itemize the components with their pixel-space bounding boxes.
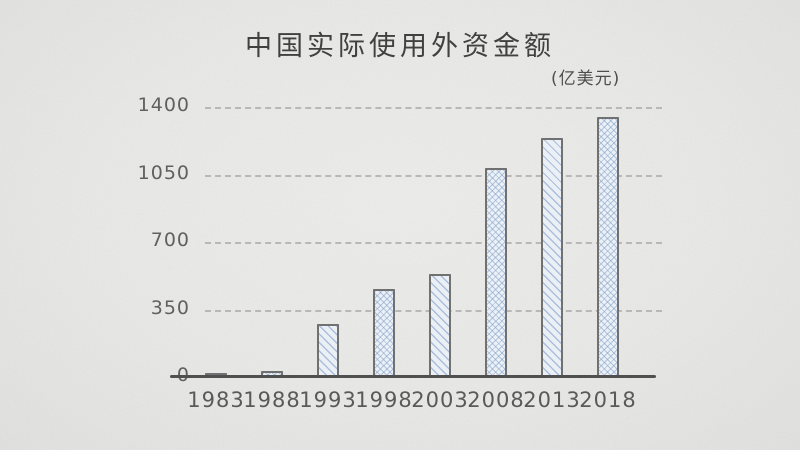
y-tick-label-1400: 1400 (137, 94, 190, 116)
x-tick-label-1983: 1983 (187, 388, 245, 412)
x-tick-label-1988: 1988 (243, 388, 301, 412)
x-tick-label-1993: 1993 (299, 388, 357, 412)
bar-1998 (373, 289, 395, 377)
bar-2018 (597, 116, 619, 377)
bar-1993 (317, 323, 339, 377)
gridline-1400 (205, 107, 662, 109)
bar-2008 (485, 168, 507, 377)
x-tick-label-2008: 2008 (467, 388, 525, 412)
y-tick-label-700: 700 (150, 229, 190, 251)
chart-title: 中国实际使用外资金额 (245, 31, 555, 62)
x-axis-line (170, 375, 656, 378)
bar-2013 (541, 138, 563, 377)
unit-label: (亿美元) (551, 69, 621, 89)
gridline-1050 (205, 174, 662, 177)
gridline-700 (205, 242, 662, 244)
y-tick-label-350: 350 (150, 296, 190, 319)
y-tick-label-1050: 1050 (137, 161, 190, 184)
x-tick-label-2018: 2018 (579, 388, 637, 412)
bar-2003 (429, 273, 451, 377)
plot-area: 0350700105014001983198819931998200320082… (138, 94, 662, 412)
x-tick-label-2013: 2013 (523, 388, 581, 412)
x-tick-label-2003: 2003 (411, 388, 469, 412)
x-tick-label-1998: 1998 (355, 388, 413, 412)
